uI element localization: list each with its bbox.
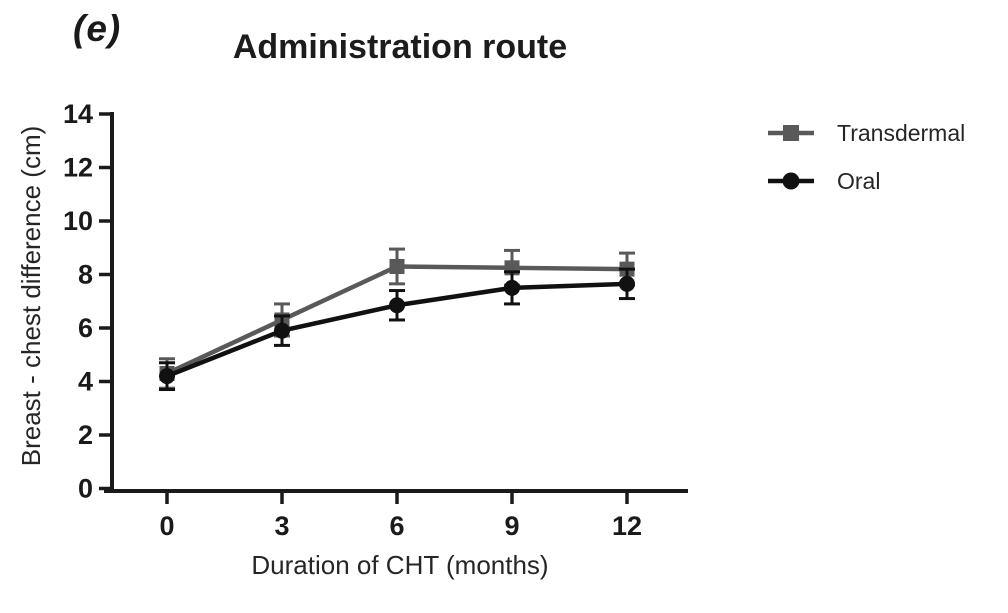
legend-marker-circle (782, 172, 800, 190)
data-point-circle (389, 297, 405, 314)
data-point-square (389, 258, 405, 274)
y-tick-label: 6 (78, 313, 93, 343)
data-point-circle (159, 368, 175, 385)
chart-title: Administration route (232, 28, 568, 66)
y-tick-label: 14 (63, 99, 93, 129)
data-point-circle (274, 322, 290, 339)
x-tick-label: 3 (274, 511, 289, 541)
x-tick-label: 0 (159, 511, 174, 541)
series-oral (159, 267, 635, 392)
y-tick-label: 12 (63, 153, 93, 183)
y-axis: 0 2 4 6 8 10 12 14 (63, 99, 114, 504)
y-tick-label: 8 (78, 260, 93, 290)
x-tick-label: 6 (389, 511, 404, 541)
legend-item-oral: Oral (768, 168, 880, 194)
legend-label: Oral (837, 168, 880, 194)
y-axis-title: Breast - chest difference (cm) (16, 126, 46, 467)
legend-item-transdermal: Transdermal (768, 120, 965, 146)
legend-label: Transdermal (837, 120, 965, 146)
y-tick-label: 2 (78, 420, 93, 450)
legend-marker-square (783, 125, 799, 141)
y-tick-label: 4 (78, 367, 93, 397)
x-axis: 0 3 6 9 12 (104, 489, 688, 541)
data-point-circle (504, 279, 520, 296)
figure-label: (e) (73, 8, 122, 49)
y-tick-label: 10 (63, 206, 93, 236)
y-tick-label: 0 (78, 474, 93, 504)
data-point-circle (619, 275, 635, 292)
legend: Transdermal Oral (768, 120, 965, 194)
x-axis-title: Duration of CHT (months) (251, 550, 548, 580)
x-tick-label: 9 (504, 511, 519, 541)
x-tick-label: 12 (612, 511, 642, 541)
